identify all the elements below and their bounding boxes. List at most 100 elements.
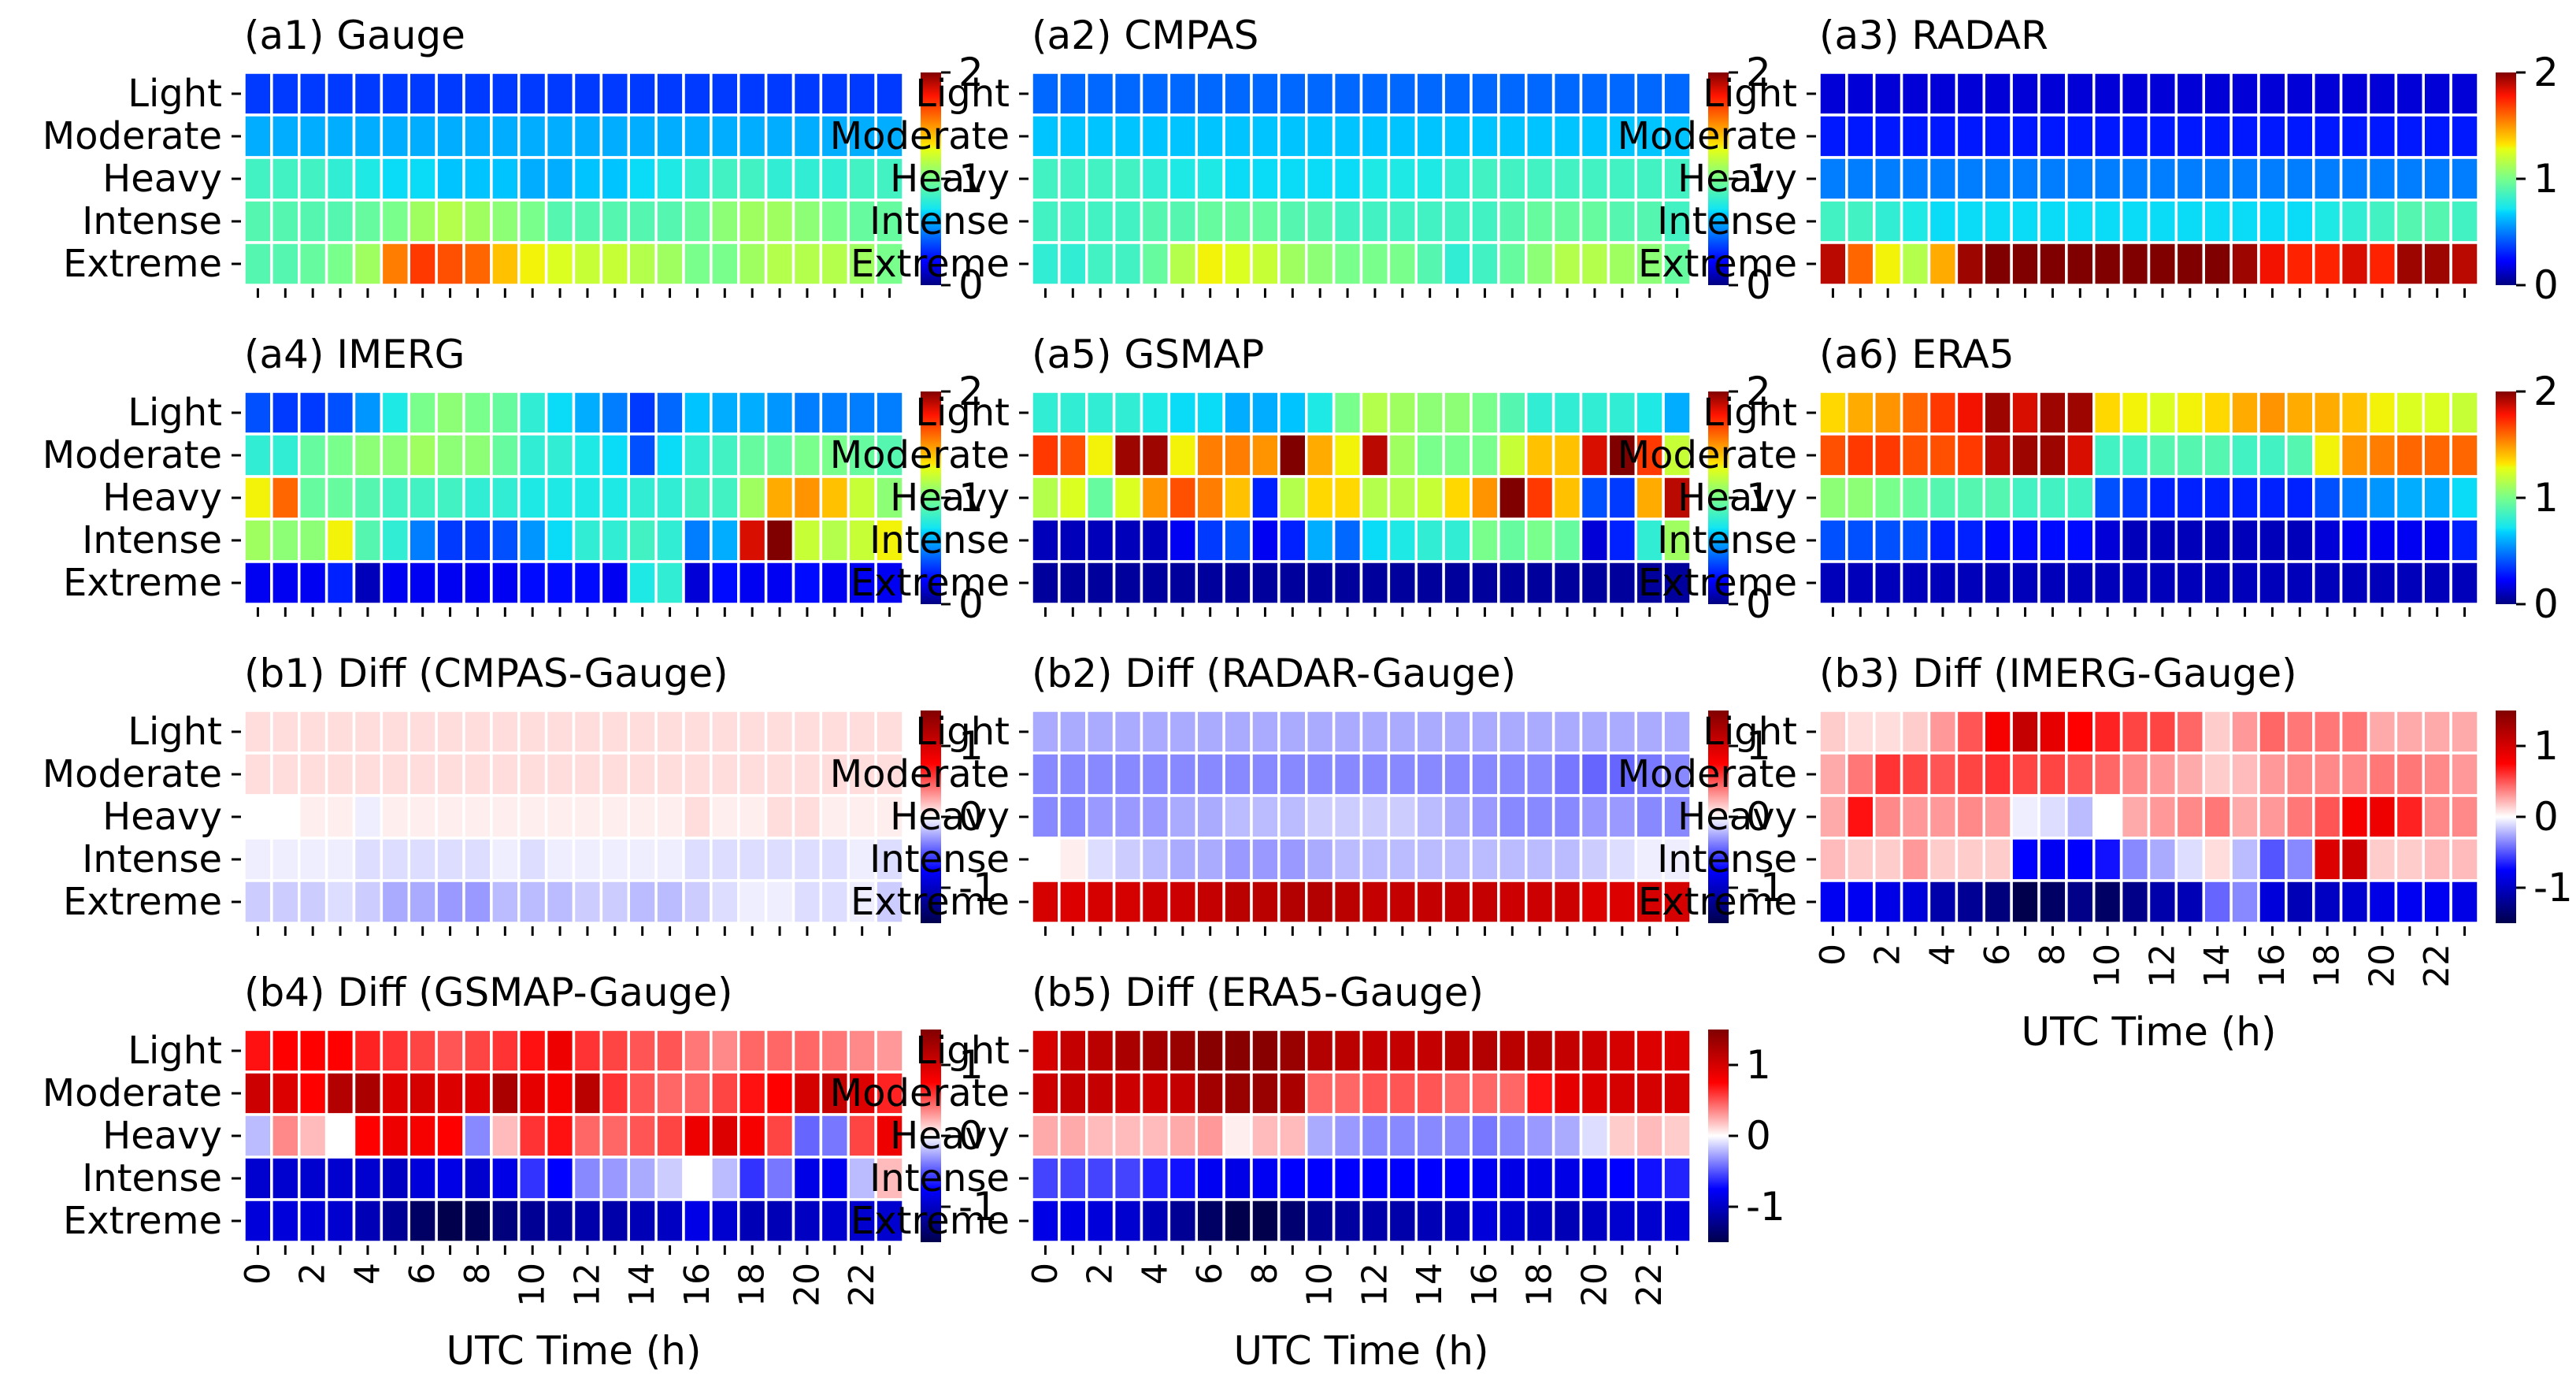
heatmap-cell	[517, 879, 548, 925]
heatmap-cell	[1982, 709, 2013, 755]
heatmap-cell	[517, 560, 548, 606]
heatmap-cell	[1195, 1156, 1225, 1201]
row-label: Heavy	[1677, 476, 1797, 520]
heatmap-cell	[2312, 390, 2343, 436]
heatmap-cell	[1030, 751, 1061, 797]
row-label: Light	[915, 710, 1010, 754]
heatmap-cell	[627, 198, 658, 244]
heatmap-cell	[1222, 1028, 1253, 1074]
heatmap-cell	[1387, 709, 1418, 755]
heatmap-cell	[1955, 518, 1985, 563]
colorbar-tick-label: 1	[958, 1042, 984, 1088]
heatmap-cell	[627, 709, 658, 755]
heatmap-cell	[1167, 432, 1198, 478]
row-label: Extreme	[63, 561, 222, 605]
heatmap-cell	[1250, 113, 1281, 159]
heatmap-cell	[1982, 390, 2013, 436]
heatmap-cell	[2065, 71, 2096, 117]
heatmap-cell	[517, 709, 548, 755]
heatmap-cell	[2092, 709, 2123, 755]
row-label: Heavy	[102, 1114, 222, 1158]
heatmap-cell	[1140, 518, 1171, 563]
heatmap-cell	[1250, 1070, 1281, 1116]
colorbar-tick-label: 1	[1746, 156, 1771, 202]
heatmap-cell	[599, 113, 630, 159]
heatmap-cell	[1250, 241, 1281, 287]
panel-title: (b3) Diff (IMERG-Gauge)	[1819, 651, 2297, 696]
heatmap-cell	[1551, 1113, 1583, 1159]
panel-a3: (a3) RADAR LightModerateHeavyIntenseExtre…	[1618, 13, 2559, 308]
heatmap-cell	[2449, 794, 2480, 840]
heatmap-cell	[1277, 198, 1308, 244]
heatmap-cell	[1607, 475, 1637, 521]
colorbar-tick-label: 0	[2533, 581, 2559, 627]
heatmap-cell	[2065, 241, 2096, 287]
heatmap-cell	[2065, 518, 2096, 563]
heatmap-cell	[1414, 518, 1445, 563]
heatmap-cell	[2202, 241, 2233, 287]
heatmap-cell	[1387, 198, 1418, 244]
heatmap-cell	[544, 1028, 576, 1074]
heatmap-cell	[1414, 1198, 1445, 1244]
heatmap-cell	[819, 198, 850, 244]
heatmap-cell	[1167, 560, 1198, 606]
heatmap-cell	[710, 432, 740, 478]
heatmap-cell	[1818, 71, 1848, 117]
heatmap-cell	[2147, 751, 2178, 797]
heatmap-cell	[544, 1070, 576, 1116]
heatmap-cell	[1414, 475, 1445, 521]
heatmap-cell	[2147, 794, 2178, 840]
heatmap-cell	[2174, 475, 2205, 521]
heatmap-cell	[2285, 518, 2315, 563]
heatmap-cell	[847, 71, 877, 117]
heatmap-cell	[298, 1070, 328, 1116]
heatmap-cell	[1250, 1198, 1281, 1244]
heatmap-cell	[243, 156, 273, 202]
heatmap-cell	[2449, 198, 2480, 244]
heatmap-cell	[1387, 1113, 1418, 1159]
heatmap-cell	[874, 241, 905, 287]
heatmap-cell	[352, 1070, 384, 1116]
heatmap-cell	[2285, 390, 2315, 436]
heatmap-cell	[2037, 837, 2068, 882]
heatmap-cell	[407, 794, 438, 840]
heatmap-cell	[599, 156, 630, 202]
colorbar-tick-label: 1	[958, 156, 984, 202]
heatmap-cell	[1900, 518, 1931, 563]
heatmap-cell	[1112, 475, 1143, 521]
heatmap-cell	[380, 390, 410, 436]
colorbar-tick-label: 1	[958, 723, 984, 769]
heatmap-cell	[1085, 837, 1116, 882]
heatmap-cell	[819, 71, 850, 117]
panel-a6: (a6) ERA5 LightModerateHeavyIntenseExtrem…	[1618, 332, 2559, 627]
heatmap-cell	[462, 71, 493, 117]
heatmap-cell	[2174, 432, 2205, 478]
heatmap-cell	[490, 560, 521, 606]
heatmap-cell	[1140, 837, 1171, 882]
heatmap-cell	[2339, 879, 2370, 925]
heatmap-cell	[1030, 794, 1061, 840]
x-tick-label: 0	[1813, 944, 1853, 966]
heatmap-cell	[1497, 156, 1528, 202]
panel-a4: (a4) IMERG LightModerateHeavyIntenseExtre…	[43, 332, 984, 627]
heatmap-cell	[1112, 1028, 1143, 1074]
heatmap-cell	[1277, 518, 1308, 563]
heatmap-cell	[490, 156, 521, 202]
heatmap-cell	[1387, 156, 1418, 202]
heatmap-cell	[1982, 113, 2013, 159]
heatmap-cell	[1222, 390, 1253, 436]
heatmap-cell	[1222, 518, 1253, 563]
heatmap-cell	[1579, 198, 1610, 244]
heatmap-cell	[791, 794, 823, 840]
heatmap-cell	[2147, 518, 2178, 563]
heatmap-cell	[490, 71, 521, 117]
heatmap-cell	[380, 241, 410, 287]
heatmap-cell	[2229, 560, 2260, 606]
heatmap-cell	[1900, 432, 1931, 478]
heatmap-cell	[2422, 241, 2452, 287]
colorbar-tick-label: 0	[958, 794, 984, 840]
heatmap-cell	[2339, 432, 2370, 478]
heatmap-cell	[490, 837, 521, 882]
heatmap-cell	[1305, 518, 1336, 563]
heatmap-cell	[572, 432, 603, 478]
